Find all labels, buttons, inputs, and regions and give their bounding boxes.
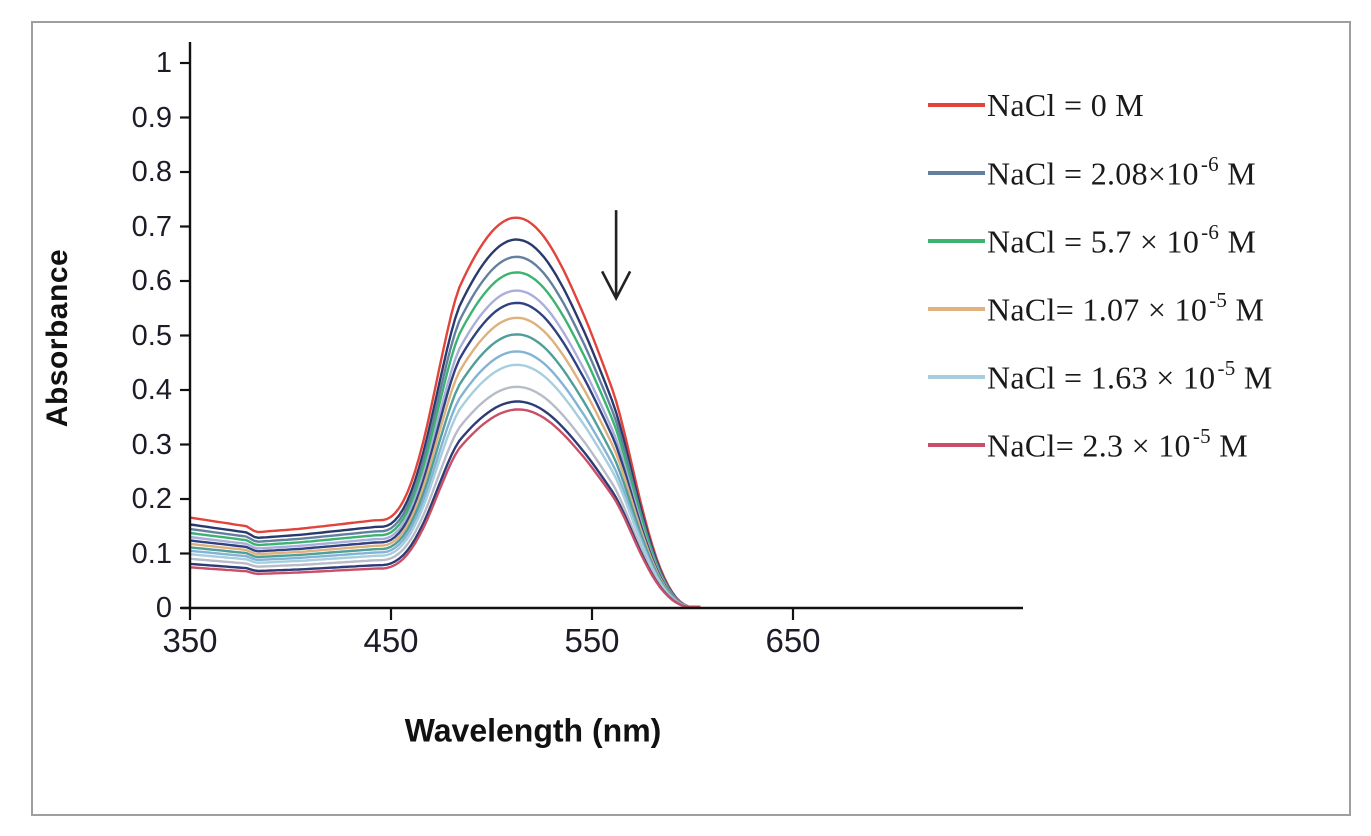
legend-label: NaCl = 0 M bbox=[987, 86, 1145, 123]
legend-item: NaCl = 1.63 × 10-5 M bbox=[928, 356, 1273, 398]
legend-swatch bbox=[928, 171, 985, 175]
x-tick-label: 650 bbox=[765, 622, 821, 659]
spectrum-curve bbox=[189, 350, 701, 609]
y-tick-label: 0.5 bbox=[131, 320, 172, 352]
spectrum-curve bbox=[189, 363, 701, 609]
x-axis-title: Wavelength (nm) bbox=[404, 712, 662, 749]
legend-item: NaCl = 2.08×10-6 M bbox=[928, 152, 1256, 194]
legend-label: NaCl = 1.63 × 10-5 M bbox=[987, 355, 1273, 396]
y-tick-label: 0.4 bbox=[131, 374, 172, 406]
spectrum-curve bbox=[189, 408, 701, 609]
legend-item: NaCl= 2.3 × 10-5 M bbox=[928, 424, 1248, 466]
y-tick-label: 0.8 bbox=[131, 156, 172, 188]
legend-swatch bbox=[928, 375, 985, 379]
spectrum-curve bbox=[189, 271, 701, 609]
legend-exponent: -6 bbox=[1201, 219, 1220, 244]
spectrum-curve bbox=[189, 216, 701, 609]
y-tick-label: 0.6 bbox=[131, 265, 172, 297]
legend-exponent: -5 bbox=[1192, 423, 1211, 448]
x-tick-label: 350 bbox=[162, 622, 218, 659]
spectrum-curve bbox=[189, 238, 701, 609]
y-tick-label: 1 bbox=[155, 47, 172, 79]
y-tick-label: 0.1 bbox=[131, 538, 172, 570]
y-tick-label: 0.3 bbox=[131, 429, 172, 461]
spectrum-curve bbox=[189, 400, 701, 609]
decrease-arrow bbox=[600, 210, 632, 302]
legend-exponent: -6 bbox=[1200, 151, 1219, 176]
spectrum-curve bbox=[189, 301, 701, 609]
legend-swatch bbox=[928, 443, 985, 447]
figure-border bbox=[31, 21, 1351, 816]
legend-item: NaCl = 5.7 × 10-6 M bbox=[928, 220, 1256, 262]
legend-label: NaCl= 1.07 × 10-5 M bbox=[987, 287, 1265, 328]
x-tick-label: 550 bbox=[564, 622, 620, 659]
legend-item: NaCl = 0 M bbox=[928, 84, 1144, 126]
legend-exponent: -5 bbox=[1209, 287, 1228, 312]
legend-swatch bbox=[928, 239, 985, 243]
legend-swatch bbox=[928, 103, 985, 107]
legend-label: NaCl = 2.08×10-6 M bbox=[987, 151, 1256, 192]
y-tick-label: 0 bbox=[155, 592, 172, 624]
x-tick-label: 450 bbox=[363, 622, 419, 659]
legend-exponent: -5 bbox=[1217, 355, 1236, 380]
legend-label: NaCl= 2.3 × 10-5 M bbox=[987, 423, 1248, 464]
legend-item: NaCl= 1.07 × 10-5 M bbox=[928, 288, 1264, 330]
y-tick-label: 0.7 bbox=[131, 211, 172, 243]
spectrum-curve bbox=[189, 316, 701, 609]
spectrum-curve bbox=[189, 289, 701, 609]
legend-label: NaCl = 5.7 × 10-6 M bbox=[987, 219, 1257, 260]
y-tick-label: 0.2 bbox=[131, 483, 172, 515]
spectrum-curve bbox=[189, 255, 701, 609]
spectrum-curve bbox=[189, 333, 701, 609]
y-tick-label: 0.9 bbox=[131, 102, 172, 134]
legend-swatch bbox=[928, 307, 985, 311]
spectrum-curve bbox=[189, 385, 701, 609]
